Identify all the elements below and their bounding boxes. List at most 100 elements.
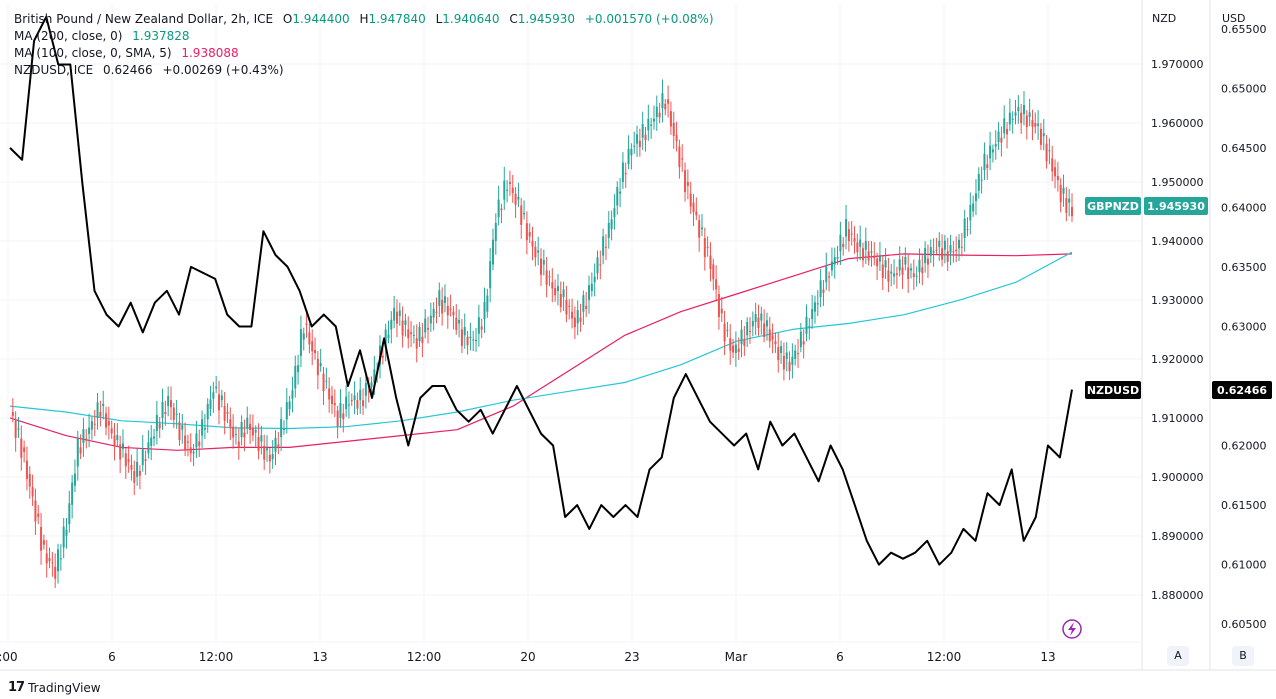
- scale-b-button[interactable]: B: [1232, 646, 1254, 666]
- candle-body: [749, 330, 752, 332]
- chart-legend: British Pound / New Zealand Dollar, 2h, …: [14, 11, 714, 79]
- candle-body: [215, 386, 218, 389]
- candle-body: [754, 314, 757, 323]
- lightning-bolt-icon: [1068, 622, 1076, 636]
- candle-body: [816, 303, 819, 305]
- legend-ma100-row[interactable]: MA (100, close, 0, SMA, 5) 1.938088: [14, 45, 714, 62]
- candle-body: [432, 308, 435, 318]
- candle-body: [675, 134, 678, 142]
- nzdusd-name-badge: [1085, 381, 1141, 400]
- candle-body: [952, 251, 955, 253]
- candle-body: [506, 189, 509, 191]
- candle-body: [974, 193, 977, 202]
- candle-body: [576, 310, 579, 324]
- candle-body: [717, 294, 720, 317]
- candle-body: [305, 323, 308, 326]
- candle-body: [257, 437, 260, 452]
- candle-body: [158, 423, 161, 429]
- candle-body: [401, 320, 404, 336]
- candle-body: [562, 289, 565, 297]
- candle-body: [926, 258, 929, 265]
- candle-body: [726, 329, 729, 331]
- candle-body: [333, 403, 336, 406]
- candle-body: [540, 258, 542, 275]
- candle-body: [794, 350, 797, 359]
- candle-body: [825, 266, 828, 283]
- candle-body: [571, 311, 574, 319]
- ma100-series-path: [9, 251, 1073, 430]
- legend-ma200-row[interactable]: MA (200, close, 0) 1.937828: [14, 28, 714, 45]
- candle-body: [517, 196, 520, 200]
- candle-body: [723, 323, 726, 342]
- candle-body: [169, 400, 172, 408]
- x-tick-label: 23: [624, 650, 639, 664]
- candle-body: [71, 482, 74, 505]
- candle-body: [1028, 112, 1031, 118]
- candle-body: [633, 145, 636, 147]
- candle-body: [251, 428, 254, 436]
- candle-body: [720, 308, 723, 314]
- candle-body: [1022, 105, 1025, 115]
- candle-body: [483, 301, 486, 320]
- candle-body: [689, 193, 692, 207]
- candle-body: [28, 473, 31, 487]
- candle-body: [404, 320, 407, 325]
- ma100-value: 1.938088: [181, 46, 239, 60]
- candle-body: [1020, 112, 1023, 124]
- candle-body: [912, 273, 915, 277]
- candle-body: [342, 413, 345, 420]
- candle-body: [226, 411, 229, 414]
- x-tick-label: 12:00: [407, 650, 442, 664]
- candle-body: [218, 394, 221, 411]
- candle-body: [325, 380, 328, 382]
- candle-body: [890, 271, 893, 274]
- candle-body: [93, 423, 96, 425]
- candle-body: [918, 259, 921, 272]
- candle-body: [700, 227, 703, 230]
- x-tick-label: 12:00: [927, 650, 962, 664]
- candle-body: [658, 112, 661, 118]
- candle-body: [23, 447, 26, 453]
- candle-body: [861, 248, 864, 261]
- candle-body: [802, 341, 805, 345]
- candle-body: [133, 470, 136, 483]
- candle-body: [390, 319, 393, 330]
- candle-body: [924, 248, 927, 264]
- candle-body: [54, 566, 57, 579]
- candle-body: [469, 336, 472, 339]
- candle-body: [266, 448, 269, 451]
- candle-body: [17, 428, 20, 430]
- candle-body: [737, 348, 740, 353]
- candle-body: [554, 288, 557, 296]
- x-tick-label: Mar: [725, 650, 748, 664]
- candle-body: [449, 308, 452, 310]
- candle-body: [1031, 120, 1034, 127]
- candle-body: [881, 264, 884, 278]
- x-tick-label: 20: [520, 650, 535, 664]
- y-right-tick-label: 0.64500: [1221, 142, 1267, 155]
- legend-nzdusd-row[interactable]: NZDUSD, ICE 0.62466 +0.00269 (+0.43%): [14, 62, 714, 79]
- candle-body: [198, 441, 201, 446]
- candle-body: [237, 441, 240, 447]
- candle-body: [870, 251, 873, 253]
- candle-body: [220, 395, 223, 401]
- candle-body: [364, 382, 367, 396]
- candle-body: [542, 260, 545, 265]
- ma200-line: [9, 253, 1073, 451]
- auto-scale-button[interactable]: A: [1167, 646, 1189, 666]
- nzdusd-price-badge: [1212, 381, 1272, 400]
- candle-body: [511, 187, 514, 194]
- candle-body: [531, 240, 534, 247]
- candle-body: [805, 316, 808, 334]
- candle-body: [446, 305, 449, 316]
- candle-body: [528, 232, 531, 237]
- candle-body: [785, 352, 788, 359]
- candle-body: [330, 395, 333, 404]
- candle-body: [463, 327, 466, 336]
- candle-body: [732, 345, 735, 353]
- candle-body: [980, 179, 983, 181]
- candle-body: [746, 322, 749, 336]
- branding[interactable]: 17 TradingView: [8, 680, 101, 695]
- candle-body: [243, 432, 246, 438]
